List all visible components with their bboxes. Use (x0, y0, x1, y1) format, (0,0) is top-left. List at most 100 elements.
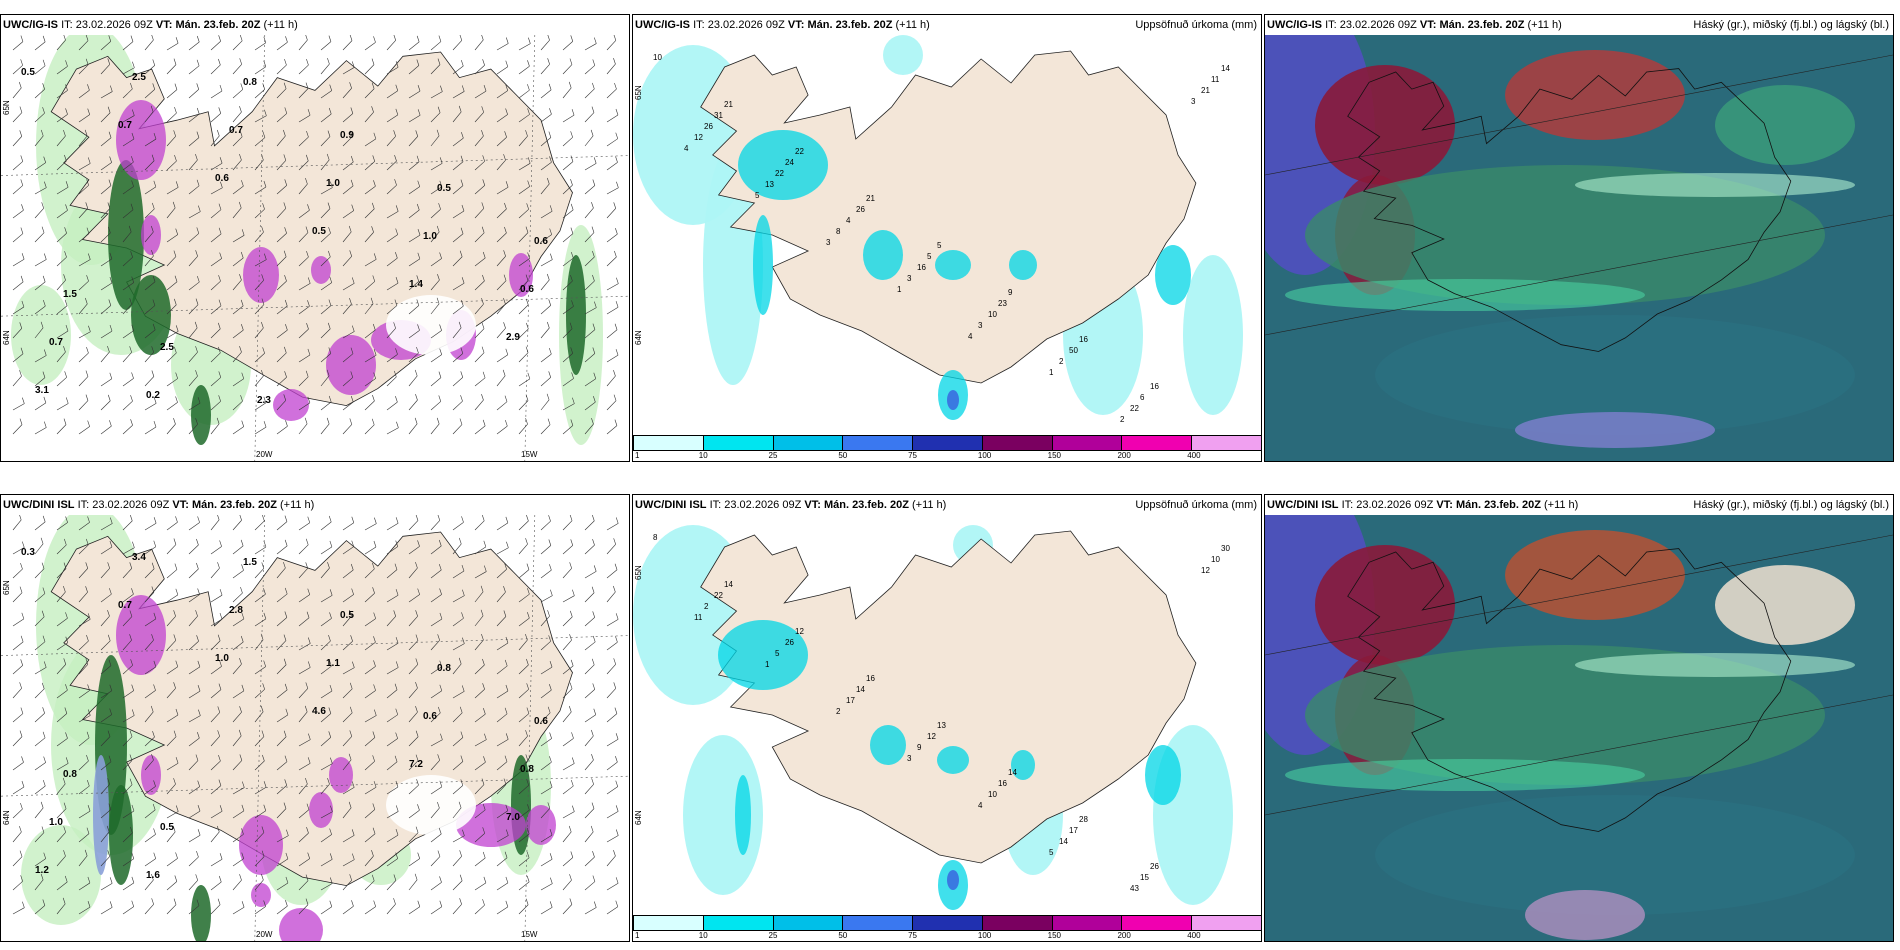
wind-barb (254, 109, 267, 123)
wind-barb (100, 877, 113, 891)
wind-barb (188, 754, 199, 771)
wind-barb (342, 516, 355, 531)
wind-barb (78, 901, 91, 915)
wind-barb (562, 109, 575, 123)
wind-barb (364, 58, 375, 75)
wind-barb (452, 731, 464, 747)
wind-barb (210, 730, 220, 747)
wind-barb (12, 253, 25, 267)
wind-barb (34, 202, 44, 219)
wind-barb (364, 781, 377, 795)
wind-barb (408, 658, 419, 675)
wind-barb (430, 225, 440, 243)
wind-barb (562, 58, 573, 75)
wind-barb (100, 540, 113, 555)
wind-barb (320, 107, 332, 123)
wind-barb (232, 828, 244, 843)
wind-barb (100, 372, 113, 387)
wind-barb (232, 106, 242, 123)
wind-barb (100, 106, 111, 123)
panel-header: UWC/DINI ISL IT: 23.02.2026 09Z VT: Mán.… (1, 495, 629, 515)
wind-barb (232, 658, 242, 675)
precip-amount-label: 12 (1201, 566, 1210, 575)
wind-barb (276, 852, 289, 867)
wind-barb (320, 322, 331, 339)
wind-barb (56, 324, 69, 339)
wind-barb (606, 780, 619, 795)
wind-barb (56, 35, 66, 51)
wind-barb (254, 588, 266, 603)
wind-barb (188, 732, 200, 747)
wind-barb (100, 299, 112, 315)
wind-barb (540, 589, 553, 603)
hatched-area (386, 775, 476, 835)
wind-barb (166, 682, 176, 699)
wind-barb (210, 157, 223, 171)
wind-barb (34, 59, 46, 75)
wind-barb (100, 730, 111, 747)
low-cloud-area (1515, 412, 1715, 448)
wind-barb (474, 346, 485, 363)
wind-barb (12, 850, 23, 867)
wind-barb (364, 803, 376, 819)
wind-barb (232, 635, 244, 651)
wind-barb (496, 348, 509, 363)
wind-barb (232, 58, 242, 75)
precip-value-label: 2.3 (257, 395, 271, 406)
wind-barb (408, 229, 421, 243)
wind-barb (144, 898, 154, 915)
wind-barb (430, 539, 442, 555)
wind-barb (166, 228, 178, 243)
wind-panel-2: UWC/DINI ISL IT: 23.02.2026 09Z VT: Mán.… (0, 494, 630, 942)
snow-area (116, 595, 166, 675)
wind-barb (496, 707, 508, 723)
precip-map: 65N 64N 8 14 12 16 13 14 28 26 30 22 26 14 12 16 17 15 10 2… (633, 515, 1261, 915)
wind-barb (452, 277, 465, 291)
wind-barb (188, 899, 200, 915)
wind-barb (496, 516, 509, 531)
wind-barb (606, 228, 618, 243)
wind-barb (298, 348, 311, 363)
wind-barb (540, 253, 553, 267)
wind-barb (100, 708, 112, 723)
wind-barb (540, 802, 551, 819)
wind-barb (144, 540, 157, 555)
wind-barb (188, 370, 198, 387)
wind-barb (254, 826, 265, 843)
wind-barb (342, 204, 354, 219)
precip-value-label: 0.6 (534, 236, 548, 247)
precip-area-mid (1155, 245, 1191, 305)
wind-barb (408, 35, 420, 51)
wind-barb (122, 562, 133, 579)
wind-barb (562, 851, 574, 867)
wind-barb (188, 660, 201, 675)
wind-barb (144, 397, 157, 411)
wind-barb (408, 324, 420, 339)
wind-barb (474, 274, 485, 291)
wind-barb (386, 683, 398, 699)
precip-colorbar: 1 10 25 50 75 100 150 200 400 (633, 915, 1261, 941)
wind-barb (518, 346, 529, 363)
colorbar-label: 50 (838, 451, 848, 460)
wind-barb (386, 898, 396, 915)
wind-barb (210, 395, 221, 411)
wind-barb (100, 156, 112, 171)
precip-amount-label: 26 (1150, 862, 1159, 871)
wind-barb (276, 227, 287, 243)
wind-barb (496, 900, 509, 915)
wind-barb (496, 541, 509, 555)
wind-barb (34, 826, 45, 843)
wind-barb (408, 252, 421, 267)
wind-barb (540, 347, 552, 363)
wind-barb (276, 658, 287, 675)
wind-barb (144, 684, 156, 699)
wind-barb (562, 155, 574, 171)
precip-value-label: 1.5 (243, 557, 257, 568)
wind-barb (34, 587, 46, 603)
wind-barb (320, 757, 333, 771)
precip-amount-label: 21 (1201, 86, 1210, 95)
wind-barb (232, 804, 245, 819)
wind-barb (584, 683, 596, 699)
precip-amount-label: 2 (1059, 357, 1064, 366)
wind-barb (452, 227, 464, 243)
